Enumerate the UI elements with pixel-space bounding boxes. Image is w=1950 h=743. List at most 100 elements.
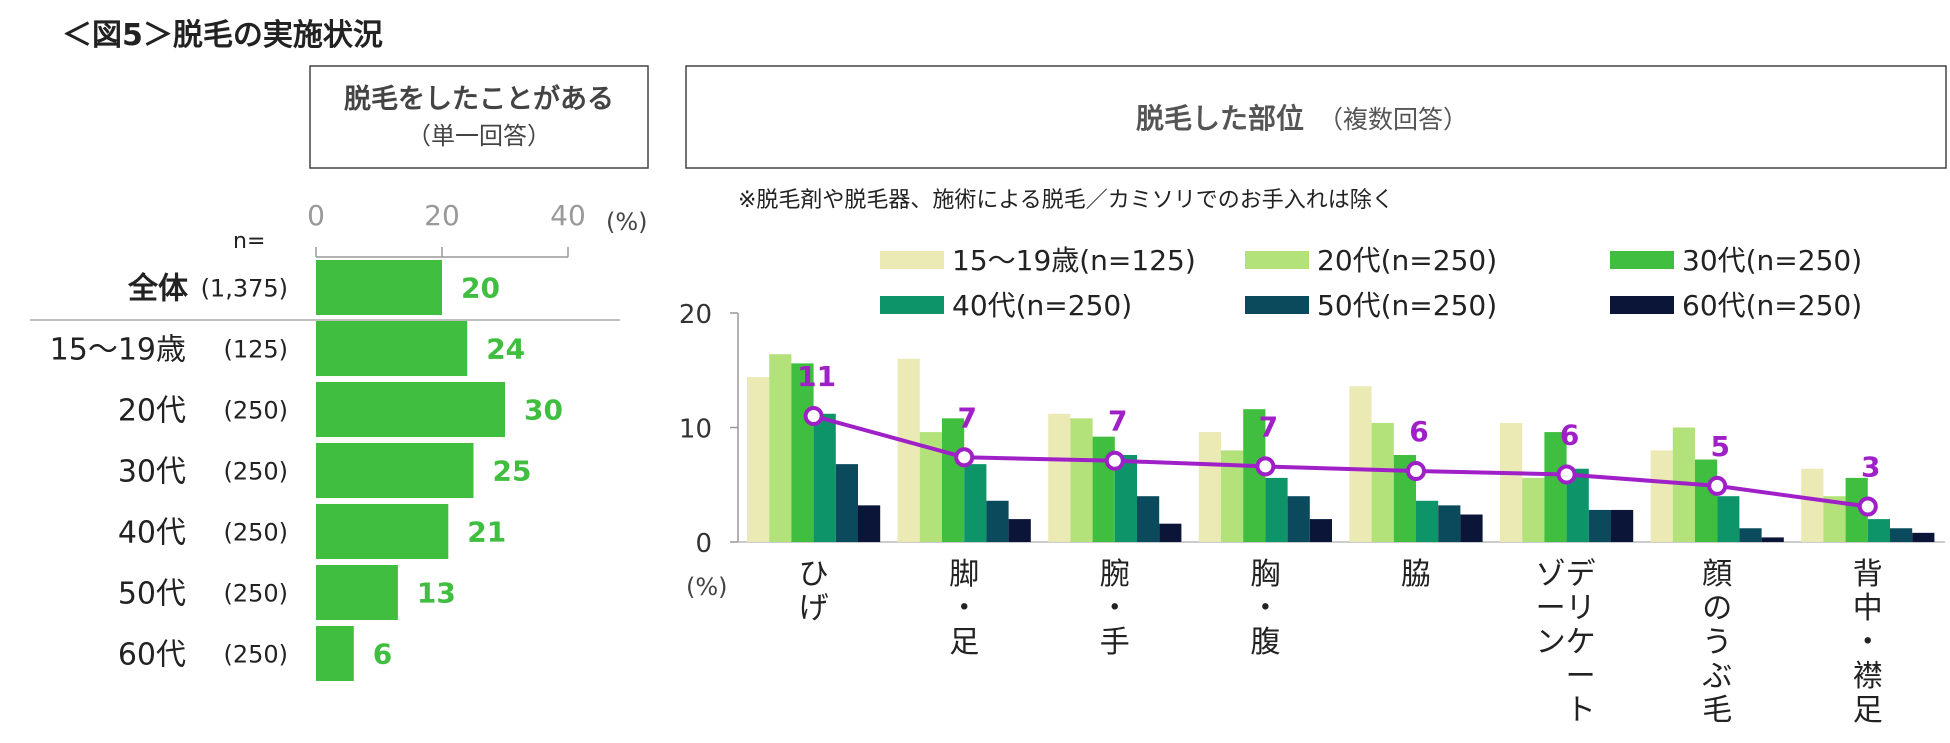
right-bar [1349,386,1372,542]
legend-swatch [1245,296,1309,314]
legend-swatch [1610,296,1674,314]
n-label: n= [233,229,265,254]
right-category-label-char: ・ [949,591,979,626]
right-bar [1739,528,1762,542]
right-bar [1159,523,1182,542]
total-line-marker [1857,496,1878,517]
left-bar [316,260,442,315]
right-bar [1761,537,1784,542]
left-n-label: (250) [223,580,288,608]
left-bar [316,626,354,681]
right-category-label-char: ー [1536,591,1566,626]
right-bar [1070,418,1093,542]
total-line-marker [1255,456,1276,477]
right-category-label-char: デ [1566,557,1596,592]
legend-label: 20代(n=250) [1317,244,1497,277]
right-y-tick-label: 0 [695,529,712,559]
right-bar [1309,519,1332,542]
right-category-label-char: 足 [949,625,979,660]
right-bar [1611,509,1634,542]
legend-swatch [1610,251,1674,269]
right-header-title: 脱毛した部位 [1136,102,1304,135]
right-bar [1912,532,1935,542]
left-header-title: 脱毛をしたことがある [344,83,614,115]
right-bar [1867,519,1890,542]
total-line-value-label: 7 [1259,410,1278,443]
right-category-label-char: 腹 [1250,625,1280,660]
exclusion-note: ※脱毛剤や脱毛器、施術による脱毛／カミソリでのお手入れは除く [738,188,1394,213]
right-header-box: 脱毛した部位 （複数回答） [685,65,1947,169]
left-n-label: (250) [223,519,288,547]
right-category-label-char: 中 [1853,591,1883,626]
total-line-marker [1707,475,1728,496]
total-line-marker [1406,461,1426,482]
total-line [813,414,1869,509]
right-bar [835,464,858,542]
right-category-label-char: ー [1566,659,1596,694]
right-category-label-char: げ [799,591,829,626]
total-line-value-label: 3 [1861,451,1880,484]
right-bar [1265,477,1288,542]
total-line-value-label: 6 [1409,415,1428,448]
total-line-value-label: 6 [1560,418,1579,451]
right-category-label-char: 顔 [1702,557,1732,592]
left-bar-value-label: 30 [524,394,563,427]
left-bar-value-label: 21 [467,516,506,549]
right-category-label-char: ひ [799,557,829,592]
right-category-label-char: 背 [1853,557,1883,592]
right-bar [1522,477,1545,542]
right-category-label-char: 手 [1100,625,1130,660]
right-bar [1588,509,1611,542]
right-bar [1221,450,1244,542]
left-bar [316,504,449,559]
total-line-marker [954,447,975,468]
right-bar [1500,422,1523,542]
right-category-label-char: 腕 [1100,557,1130,592]
right-bar [1566,468,1589,542]
legend-label: 30代(n=250) [1682,244,1862,277]
left-bar [316,443,474,498]
legend-swatch [880,296,944,314]
left-axis-unit-label: (%) [606,208,648,236]
left-bar-value-label: 24 [486,333,525,366]
right-category-label-char: う [1702,625,1732,660]
left-category-label: 60代 [118,638,186,673]
right-bar [1823,496,1846,542]
left-bar-value-label: 6 [373,638,392,671]
left-bar [316,565,398,620]
left-n-label: (1,375) [201,275,288,303]
right-bar [1008,519,1031,542]
right-category-label-char: 胸 [1250,557,1280,592]
right-category-label-char: ・ [1250,591,1280,626]
legend-label: 50代(n=250) [1317,289,1497,322]
right-bar [919,432,942,542]
right-bar [1243,409,1266,542]
right-bar [964,464,987,542]
left-header-subtitle: （単一回答） [407,122,551,150]
total-line-value-label: 7 [957,401,976,434]
right-bar [1890,528,1913,542]
left-bar [316,382,505,437]
legend: 15～19歳(n=125) 20代(n=250) 30代(n=250) 40代(n=2… [880,244,1862,322]
left-header-box: 脱毛をしたことがある （単一回答） [309,65,649,169]
right-category-label-char: ゾ [1536,557,1566,592]
right-category-label-char: 毛 [1702,693,1732,728]
left-x-tick-label: 20 [424,199,460,232]
total-line-marker [1556,464,1577,485]
legend-swatch [1245,251,1309,269]
right-header-subtitle: （複数回答） [1318,105,1468,134]
right-category-label-char: 襟 [1853,659,1883,694]
right-axis-unit-label: (%) [686,573,728,601]
left-category-label: 20代 [118,394,186,429]
legend-label: 60代(n=250) [1682,289,1862,322]
right-bar [1717,496,1740,542]
total-line-marker [1104,450,1125,471]
left-bar-value-label: 25 [493,455,532,488]
right-category-label-char: ぶ [1702,659,1732,694]
right-bar [1695,459,1718,542]
right-category-label-char: の [1702,591,1732,626]
left-category-label: 全体 [127,272,189,307]
left-n-label: (250) [223,397,288,425]
